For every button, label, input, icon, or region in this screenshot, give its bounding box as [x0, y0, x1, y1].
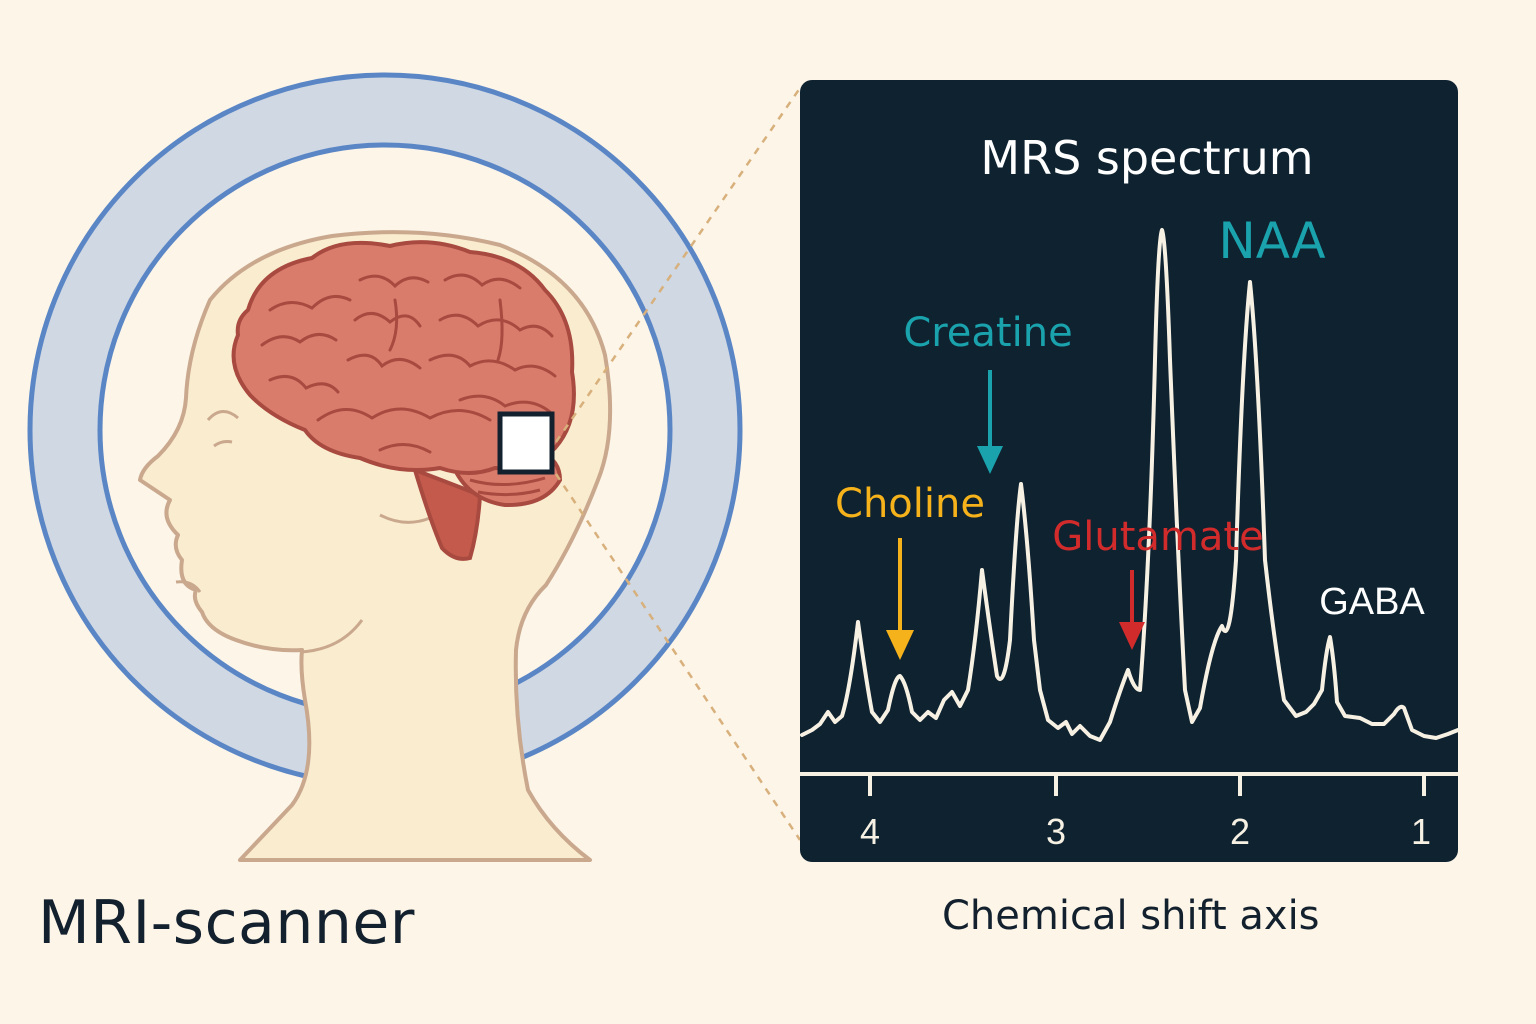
tick-label-2: 2 — [1230, 811, 1250, 852]
spectrum-panel: MRS spectrum 4 3 2 1 NAA Creatine Cholin… — [800, 80, 1460, 862]
glutamate-arrow-icon — [1119, 570, 1145, 650]
creatine-label: Creatine — [903, 310, 1072, 356]
tick-label-1: 1 — [1411, 811, 1431, 852]
gaba-label: GABA — [1319, 581, 1425, 623]
naa-label: NAA — [1218, 212, 1325, 270]
zoom-connector-lines — [554, 87, 802, 841]
tick-label-3: 3 — [1046, 811, 1066, 852]
spectrum-trace — [800, 228, 1460, 742]
mri-scanner-label: MRI-scanner — [38, 888, 415, 958]
choline-arrow-icon — [886, 538, 914, 660]
creatine-arrow-icon — [977, 370, 1003, 474]
spectrum-title: MRS spectrum — [980, 131, 1313, 185]
tick-label-4: 4 — [860, 811, 880, 852]
voxel-marker — [497, 411, 555, 475]
choline-label: Choline — [835, 481, 985, 527]
glutamate-label: Glutamate — [1052, 514, 1263, 560]
chemical-shift-axis-caption: Chemical shift axis — [942, 893, 1320, 939]
axis-ticks — [868, 774, 1426, 796]
